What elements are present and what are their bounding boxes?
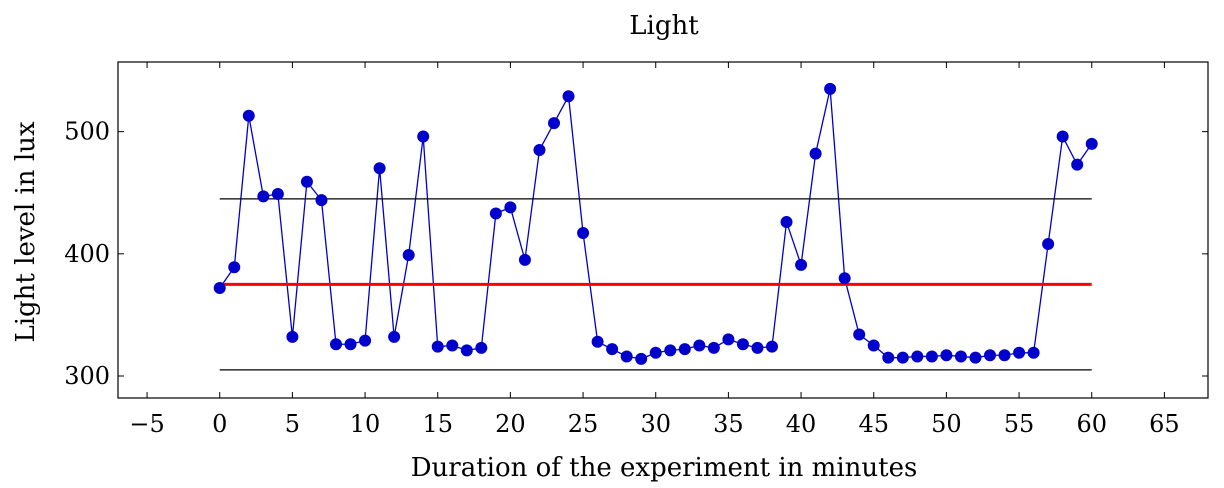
data-point (591, 335, 604, 348)
data-point (359, 334, 372, 347)
data-point (1071, 158, 1084, 171)
x-tick-label: 45 (858, 410, 889, 438)
data-point (1042, 238, 1055, 251)
data-point (635, 352, 648, 365)
y-tick-label: 500 (64, 118, 110, 146)
data-point (693, 339, 706, 352)
data-point (925, 350, 938, 363)
data-point (330, 338, 342, 351)
data-point (896, 351, 909, 364)
data-point (548, 117, 560, 130)
data-point (242, 109, 255, 122)
data-point (300, 175, 313, 188)
data-point (257, 190, 270, 203)
x-tick-label: 0 (212, 410, 227, 438)
data-point (838, 272, 851, 285)
data-point (373, 162, 386, 175)
data-point (766, 340, 778, 353)
data-point (707, 341, 720, 354)
data-point (475, 341, 488, 354)
data-point (606, 343, 619, 356)
data-point (867, 339, 880, 352)
data-point (577, 227, 590, 240)
data-point (954, 350, 967, 363)
data-point (460, 344, 473, 357)
data-point (1056, 130, 1069, 143)
data-point (213, 282, 226, 295)
plot-frame (117, 61, 1209, 399)
data-point (286, 330, 299, 343)
data-point (228, 261, 241, 274)
data-point (489, 207, 502, 220)
data-point (446, 339, 459, 352)
data-point (969, 351, 982, 364)
data-point (678, 343, 691, 356)
y-tick-label: 300 (64, 362, 110, 390)
data-point (824, 82, 837, 95)
data-point (911, 350, 924, 363)
data-point (388, 330, 401, 343)
data-point (344, 338, 357, 351)
data-point (417, 130, 430, 143)
data-point (315, 194, 328, 207)
data-point (1085, 137, 1098, 150)
data-point (751, 341, 764, 354)
data-point (940, 349, 953, 362)
x-tick-label: 40 (786, 410, 817, 438)
x-tick-label: 20 (495, 410, 526, 438)
x-tick-label: 35 (713, 410, 744, 438)
data-point (431, 340, 444, 353)
data-point (620, 350, 633, 363)
x-tick-label: 15 (422, 410, 453, 438)
data-point (271, 187, 284, 200)
data-point (998, 349, 1011, 362)
x-tick-label: 60 (1076, 410, 1107, 438)
y-axis-label: Light level in lux (11, 121, 41, 342)
data-point (795, 258, 808, 271)
x-tick-label: 10 (350, 410, 381, 438)
series-lines (219, 88, 1093, 371)
x-tick-label: 65 (1149, 410, 1180, 438)
x-tick-label: 30 (640, 410, 671, 438)
x-tick-label: 25 (568, 410, 599, 438)
data-point (722, 333, 735, 346)
x-tick-label: 5 (285, 410, 300, 438)
x-tick-label: 55 (1004, 410, 1035, 438)
data-point (984, 349, 996, 362)
data-point (1013, 346, 1026, 359)
data-point (780, 216, 793, 229)
data-point (518, 253, 531, 266)
data-point (664, 344, 677, 357)
chart-title: Light (629, 11, 699, 41)
data-point (882, 351, 895, 364)
data-point (736, 338, 749, 351)
x-tick-label: 50 (931, 410, 962, 438)
data-point (853, 328, 866, 341)
y-tick-label: 400 (64, 240, 110, 268)
data-point (562, 90, 575, 103)
data-point (809, 147, 822, 160)
x-tick-label: −5 (129, 410, 164, 438)
data-point (533, 143, 546, 156)
series-points (213, 82, 1098, 365)
measurement-line (219, 88, 1093, 360)
data-point (504, 201, 517, 214)
data-point (649, 346, 662, 359)
data-point (1027, 346, 1040, 359)
x-axis-label: Duration of the experiment in minutes (411, 453, 918, 483)
axis-ticks: −5 0 5 10 15 20 25 30 35 40 45 50 55 60 65 300 400 500 (64, 62, 1208, 438)
data-point (402, 249, 415, 262)
